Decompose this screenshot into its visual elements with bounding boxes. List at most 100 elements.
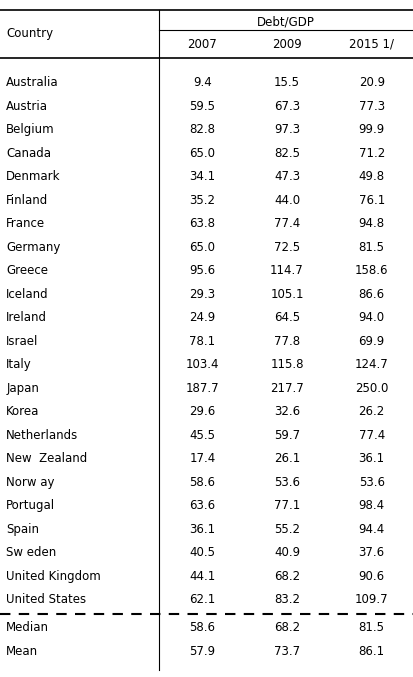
Text: Mean: Mean — [6, 645, 38, 658]
Text: 82.5: 82.5 — [274, 147, 300, 160]
Text: 83.2: 83.2 — [274, 593, 300, 606]
Text: 95.6: 95.6 — [189, 264, 216, 278]
Text: 105.1: 105.1 — [270, 288, 304, 301]
Text: 158.6: 158.6 — [355, 264, 389, 278]
Text: 55.2: 55.2 — [274, 523, 300, 536]
Text: 82.8: 82.8 — [190, 123, 215, 136]
Text: Austria: Austria — [6, 100, 48, 113]
Text: 58.6: 58.6 — [190, 621, 215, 634]
Text: Portugal: Portugal — [6, 499, 55, 512]
Text: Belgium: Belgium — [6, 123, 55, 136]
Text: 44.0: 44.0 — [274, 194, 300, 206]
Text: Sw eden: Sw eden — [6, 546, 57, 559]
Text: Ireland: Ireland — [6, 311, 47, 324]
Text: 63.6: 63.6 — [189, 499, 216, 512]
Text: 49.8: 49.8 — [358, 171, 385, 183]
Text: 26.1: 26.1 — [274, 452, 300, 465]
Text: France: France — [6, 217, 45, 230]
Text: 217.7: 217.7 — [270, 382, 304, 395]
Text: 15.5: 15.5 — [274, 77, 300, 89]
Text: 68.2: 68.2 — [274, 621, 300, 634]
Text: Greece: Greece — [6, 264, 48, 278]
Text: Country: Country — [6, 27, 53, 41]
Text: Australia: Australia — [6, 77, 59, 89]
Text: 47.3: 47.3 — [274, 171, 300, 183]
Text: Median: Median — [6, 621, 49, 634]
Text: 98.4: 98.4 — [358, 499, 385, 512]
Text: 35.2: 35.2 — [190, 194, 215, 206]
Text: 57.9: 57.9 — [189, 645, 216, 658]
Text: Spain: Spain — [6, 523, 39, 536]
Text: 65.0: 65.0 — [190, 241, 215, 254]
Text: 44.1: 44.1 — [189, 570, 216, 583]
Text: 53.6: 53.6 — [274, 476, 300, 489]
Text: Debt/GDP: Debt/GDP — [257, 16, 315, 29]
Text: 36.1: 36.1 — [358, 452, 385, 465]
Text: 32.6: 32.6 — [274, 406, 300, 418]
Text: 29.6: 29.6 — [189, 406, 216, 418]
Text: 94.8: 94.8 — [358, 217, 385, 230]
Text: 73.7: 73.7 — [274, 645, 300, 658]
Text: 78.1: 78.1 — [189, 335, 216, 348]
Text: 24.9: 24.9 — [189, 311, 216, 324]
Text: 63.8: 63.8 — [190, 217, 215, 230]
Text: 9.4: 9.4 — [193, 77, 212, 89]
Text: United States: United States — [6, 593, 86, 606]
Text: United Kingdom: United Kingdom — [6, 570, 101, 583]
Text: 53.6: 53.6 — [359, 476, 385, 489]
Text: Italy: Italy — [6, 358, 32, 371]
Text: 187.7: 187.7 — [185, 382, 219, 395]
Text: 115.8: 115.8 — [270, 358, 304, 371]
Text: 99.9: 99.9 — [358, 123, 385, 136]
Text: 40.5: 40.5 — [190, 546, 215, 559]
Text: 65.0: 65.0 — [190, 147, 215, 160]
Text: 81.5: 81.5 — [359, 621, 385, 634]
Text: 86.1: 86.1 — [358, 645, 385, 658]
Text: 26.2: 26.2 — [358, 406, 385, 418]
Text: 86.6: 86.6 — [358, 288, 385, 301]
Text: 2015 1/: 2015 1/ — [349, 37, 394, 51]
Text: 77.4: 77.4 — [358, 429, 385, 442]
Text: 94.0: 94.0 — [358, 311, 385, 324]
Text: 90.6: 90.6 — [358, 570, 385, 583]
Text: 97.3: 97.3 — [274, 123, 300, 136]
Text: 2009: 2009 — [272, 37, 302, 51]
Text: 37.6: 37.6 — [358, 546, 385, 559]
Text: Denmark: Denmark — [6, 171, 61, 183]
Text: Korea: Korea — [6, 406, 40, 418]
Text: New  Zealand: New Zealand — [6, 452, 88, 465]
Text: 59.7: 59.7 — [274, 429, 300, 442]
Text: 69.9: 69.9 — [358, 335, 385, 348]
Text: 103.4: 103.4 — [185, 358, 219, 371]
Text: 114.7: 114.7 — [270, 264, 304, 278]
Text: 72.5: 72.5 — [274, 241, 300, 254]
Text: 77.3: 77.3 — [358, 100, 385, 113]
Text: 20.9: 20.9 — [358, 77, 385, 89]
Text: 77.4: 77.4 — [274, 217, 300, 230]
Text: 250.0: 250.0 — [355, 382, 388, 395]
Text: 58.6: 58.6 — [190, 476, 215, 489]
Text: Iceland: Iceland — [6, 288, 49, 301]
Text: 67.3: 67.3 — [274, 100, 300, 113]
Text: 17.4: 17.4 — [189, 452, 216, 465]
Text: 45.5: 45.5 — [190, 429, 215, 442]
Text: 2007: 2007 — [188, 37, 217, 51]
Text: 62.1: 62.1 — [189, 593, 216, 606]
Text: 34.1: 34.1 — [189, 171, 216, 183]
Text: Finland: Finland — [6, 194, 48, 206]
Text: Japan: Japan — [6, 382, 39, 395]
Text: 124.7: 124.7 — [355, 358, 389, 371]
Text: 109.7: 109.7 — [355, 593, 389, 606]
Text: 59.5: 59.5 — [190, 100, 215, 113]
Text: 94.4: 94.4 — [358, 523, 385, 536]
Text: 71.2: 71.2 — [358, 147, 385, 160]
Text: 81.5: 81.5 — [359, 241, 385, 254]
Text: Norw ay: Norw ay — [6, 476, 55, 489]
Text: Germany: Germany — [6, 241, 61, 254]
Text: 29.3: 29.3 — [189, 288, 216, 301]
Text: 77.8: 77.8 — [274, 335, 300, 348]
Text: 77.1: 77.1 — [274, 499, 300, 512]
Text: 36.1: 36.1 — [189, 523, 216, 536]
Text: 68.2: 68.2 — [274, 570, 300, 583]
Text: 76.1: 76.1 — [358, 194, 385, 206]
